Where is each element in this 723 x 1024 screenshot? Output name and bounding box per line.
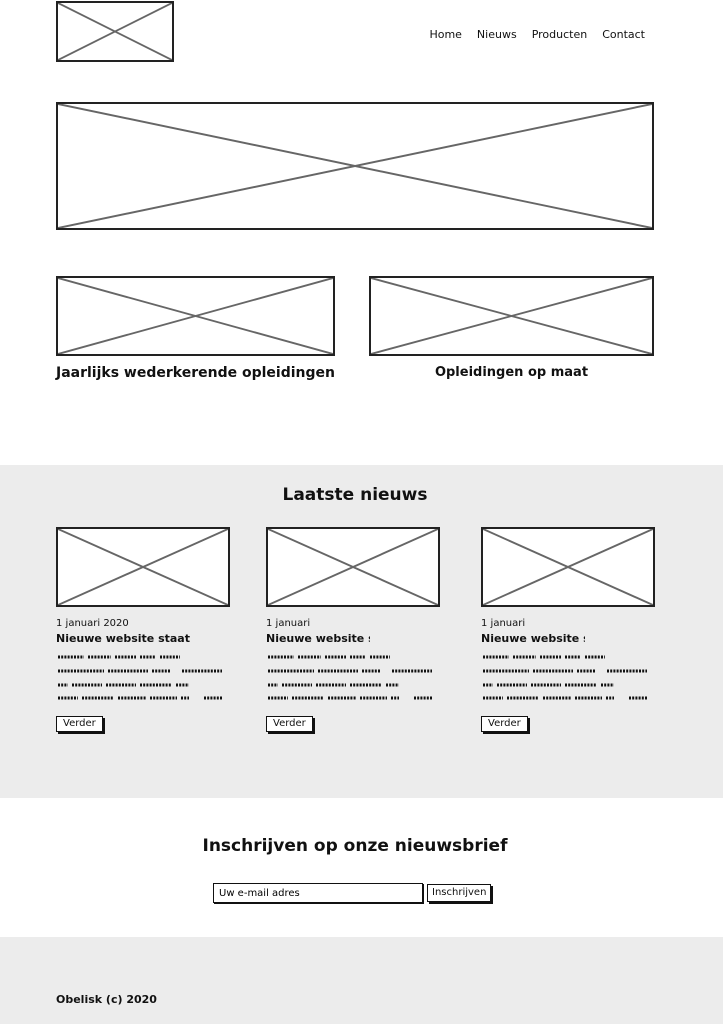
feature-image-custom[interactable]	[369, 276, 654, 356]
news-card-title[interactable]: Nieuwe website staat online	[266, 632, 370, 645]
news-card-image[interactable]	[266, 527, 440, 607]
main-nav: Home Nieuws Producten Contact	[429, 28, 645, 41]
nav-item-nieuws[interactable]: Nieuws	[476, 28, 517, 41]
newsletter-heading: Inschrijven op onze nieuwsbrief	[202, 836, 508, 856]
nav-item-producten[interactable]: Producten	[531, 28, 588, 41]
news-card-excerpt	[56, 652, 226, 702]
hero-image-placeholder	[56, 102, 654, 230]
footer	[0, 937, 723, 1024]
news-card-date: 1 januari 2020	[266, 618, 312, 629]
feature-title-custom[interactable]: Opleidingen op maat	[434, 365, 589, 380]
news-card-date: 1 januari 2020	[56, 618, 129, 629]
news-card-excerpt	[481, 652, 651, 702]
subscribe-button[interactable]: Inschrijven	[427, 884, 492, 902]
news-section	[0, 465, 723, 798]
news-card-date: 1 januari 2020	[481, 618, 527, 629]
email-input[interactable]	[213, 883, 423, 903]
logo-placeholder[interactable]	[56, 1, 174, 62]
nav-item-contact[interactable]: Contact	[602, 28, 645, 41]
feature-title-yearly[interactable]: Jaarlijks wederkerende opleidingen	[56, 365, 335, 381]
news-card-title[interactable]: Nieuwe website staat online	[56, 632, 191, 645]
footer-copyright: Obelisk (c) 2020	[56, 993, 157, 1006]
news-heading: Laatste nieuws	[282, 485, 428, 505]
news-card-verder-button[interactable]: Verder	[56, 716, 103, 732]
news-card-verder-button[interactable]: Verder	[266, 716, 313, 732]
news-card-title[interactable]: Nieuwe website staat online	[481, 632, 585, 645]
nav-item-home[interactable]: Home	[429, 28, 462, 41]
news-card-image[interactable]	[56, 527, 230, 607]
news-card-excerpt	[266, 652, 436, 702]
news-card-image[interactable]	[481, 527, 655, 607]
feature-image-yearly[interactable]	[56, 276, 335, 356]
news-card-verder-button[interactable]: Verder	[481, 716, 528, 732]
